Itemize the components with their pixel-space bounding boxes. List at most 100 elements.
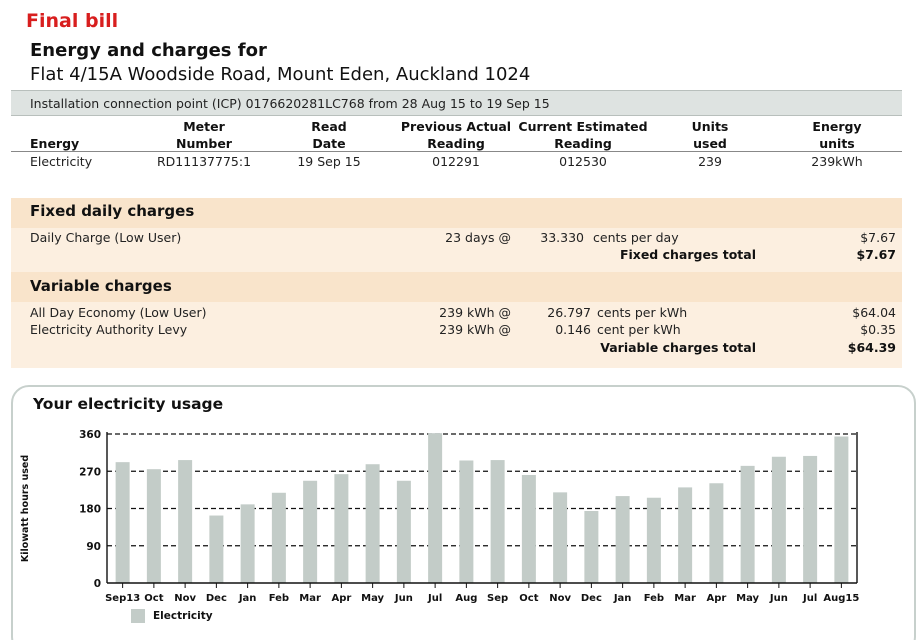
icp-band: Installation connection point (ICP) 0176… bbox=[11, 90, 902, 116]
fixed-item-unit: cents per day bbox=[593, 230, 679, 245]
variable-item-qty: 239 kWh @ bbox=[439, 322, 511, 337]
meter-energy: Electricity bbox=[30, 154, 93, 169]
bar bbox=[490, 460, 505, 583]
x-tick-label: Sep bbox=[487, 593, 508, 604]
bar bbox=[615, 496, 630, 583]
variable-total-amount: $64.39 bbox=[847, 340, 896, 355]
x-tick-label: Apr bbox=[706, 593, 726, 604]
x-tick-label: Feb bbox=[644, 593, 664, 604]
x-tick-label: Oct bbox=[144, 593, 163, 604]
x-tick-label: Jun bbox=[394, 593, 413, 604]
x-tick-label: Mar bbox=[299, 593, 321, 604]
charges-section: Fixed daily charges Daily Charge (Low Us… bbox=[11, 198, 902, 368]
x-tick-label: May bbox=[736, 593, 759, 604]
variable-item-unit: cents per kWh bbox=[597, 305, 688, 320]
x-tick-label: Dec bbox=[206, 593, 227, 604]
page-title: Energy and charges for bbox=[30, 40, 267, 61]
x-tick-label: Aug bbox=[455, 593, 477, 604]
variable-item-amount: $64.04 bbox=[852, 305, 896, 320]
meter-table: Energy Meter Number Read Date Previous Act… bbox=[11, 118, 902, 196]
installation-address: Flat 4/15A Woodside Road, Mount Eden, Au… bbox=[30, 64, 531, 85]
bar bbox=[146, 469, 161, 583]
col-current-reading: Current Estimated Reading bbox=[518, 119, 648, 151]
meter-read-date: 19 Sep 15 bbox=[297, 154, 361, 169]
variable-item-rate: 26.797 bbox=[547, 305, 591, 320]
meter-number: RD11137775:1 bbox=[156, 154, 252, 169]
bar bbox=[740, 465, 755, 583]
col-read-date: Read Date bbox=[311, 119, 347, 151]
bar bbox=[178, 460, 193, 583]
final-bill-label: Final bill bbox=[26, 10, 119, 32]
bar bbox=[646, 497, 661, 583]
bar bbox=[709, 483, 724, 583]
meter-energy-units: 239kWh bbox=[811, 154, 863, 169]
x-tick-label: Jul bbox=[802, 593, 817, 604]
variable-item-label: All Day Economy (Low User) bbox=[30, 305, 207, 320]
legend-swatch-electricity bbox=[131, 609, 145, 623]
usage-chart: 0 90 180 270 360 Kilowatt hours used Sep13 Oct N… bbox=[20, 429, 859, 604]
bar bbox=[303, 480, 318, 583]
col-meter-number: Meter Number bbox=[176, 119, 232, 151]
bar bbox=[803, 455, 818, 583]
variable-item-unit: cent per kWh bbox=[597, 322, 681, 337]
bar bbox=[771, 456, 786, 583]
y-tick-label: 90 bbox=[86, 541, 101, 553]
x-tick-label: Feb bbox=[269, 593, 289, 604]
bar bbox=[459, 460, 474, 583]
fixed-item-rate: 33.330 bbox=[540, 230, 584, 245]
col-energy-units: Energy units bbox=[812, 119, 862, 151]
variable-item-qty: 239 kWh @ bbox=[439, 305, 511, 320]
bar bbox=[584, 510, 599, 583]
fixed-charges-title: Fixed daily charges bbox=[30, 202, 195, 220]
variable-charges-band bbox=[11, 272, 902, 302]
bar bbox=[396, 480, 411, 583]
fixed-item-amount: $7.67 bbox=[860, 230, 896, 245]
variable-total-label: Variable charges total bbox=[600, 340, 756, 355]
variable-charges-title: Variable charges bbox=[30, 277, 172, 295]
icp-text: Installation connection point (ICP) 0176… bbox=[30, 96, 550, 111]
bar bbox=[834, 436, 849, 583]
y-tick-label: 270 bbox=[79, 466, 101, 478]
x-tick-label: May bbox=[361, 593, 384, 604]
bar bbox=[365, 464, 380, 583]
x-tick-label: Apr bbox=[331, 593, 351, 604]
fixed-total-amount: $7.67 bbox=[856, 247, 896, 262]
bar bbox=[521, 474, 536, 583]
col-previous-reading: Previous Actual Reading bbox=[400, 119, 512, 151]
y-tick-label: 360 bbox=[79, 429, 101, 441]
fixed-item-qty: 23 days @ bbox=[445, 230, 511, 245]
bar bbox=[209, 515, 224, 583]
y-tick-label: 0 bbox=[94, 578, 101, 590]
x-tick-label: Mar bbox=[674, 593, 696, 604]
y-tick-label: 180 bbox=[79, 504, 101, 516]
col-units-used: Units used bbox=[691, 119, 729, 151]
y-axis-label: Kilowatt hours used bbox=[20, 455, 31, 562]
x-tick-label: Jan bbox=[613, 593, 632, 604]
bar bbox=[553, 492, 568, 583]
meter-table-divider bbox=[11, 151, 902, 152]
x-tick-label: Sep13 bbox=[105, 593, 140, 604]
bar bbox=[240, 504, 255, 583]
variable-item-label: Electricity Authority Levy bbox=[30, 322, 188, 337]
x-tick-label: Jun bbox=[769, 593, 788, 604]
x-tick-label: Jul bbox=[427, 593, 442, 604]
usage-title: Your electricity usage bbox=[33, 395, 224, 413]
x-tick-label: Dec bbox=[581, 593, 602, 604]
legend-label-electricity: Electricity bbox=[153, 610, 213, 622]
variable-item-rate: 0.146 bbox=[555, 322, 591, 337]
x-tick-label: Nov bbox=[549, 593, 571, 604]
usage-panel: Your electricity usage 0 90 180 270 360 Kilow… bbox=[11, 385, 916, 640]
bar bbox=[678, 487, 693, 583]
x-tick-label: Oct bbox=[519, 593, 538, 604]
variable-item-amount: $0.35 bbox=[860, 322, 896, 337]
x-tick-label: Jan bbox=[238, 593, 257, 604]
meter-previous-reading: 012291 bbox=[432, 154, 480, 169]
bar bbox=[115, 462, 130, 583]
meter-units-used: 239 bbox=[698, 154, 722, 169]
bar bbox=[428, 433, 443, 583]
fixed-total-label: Fixed charges total bbox=[619, 247, 756, 262]
x-tick-label: Aug15 bbox=[823, 593, 859, 604]
bar bbox=[334, 474, 349, 583]
fixed-charges-band bbox=[11, 198, 902, 228]
col-energy: Energy bbox=[30, 136, 80, 151]
